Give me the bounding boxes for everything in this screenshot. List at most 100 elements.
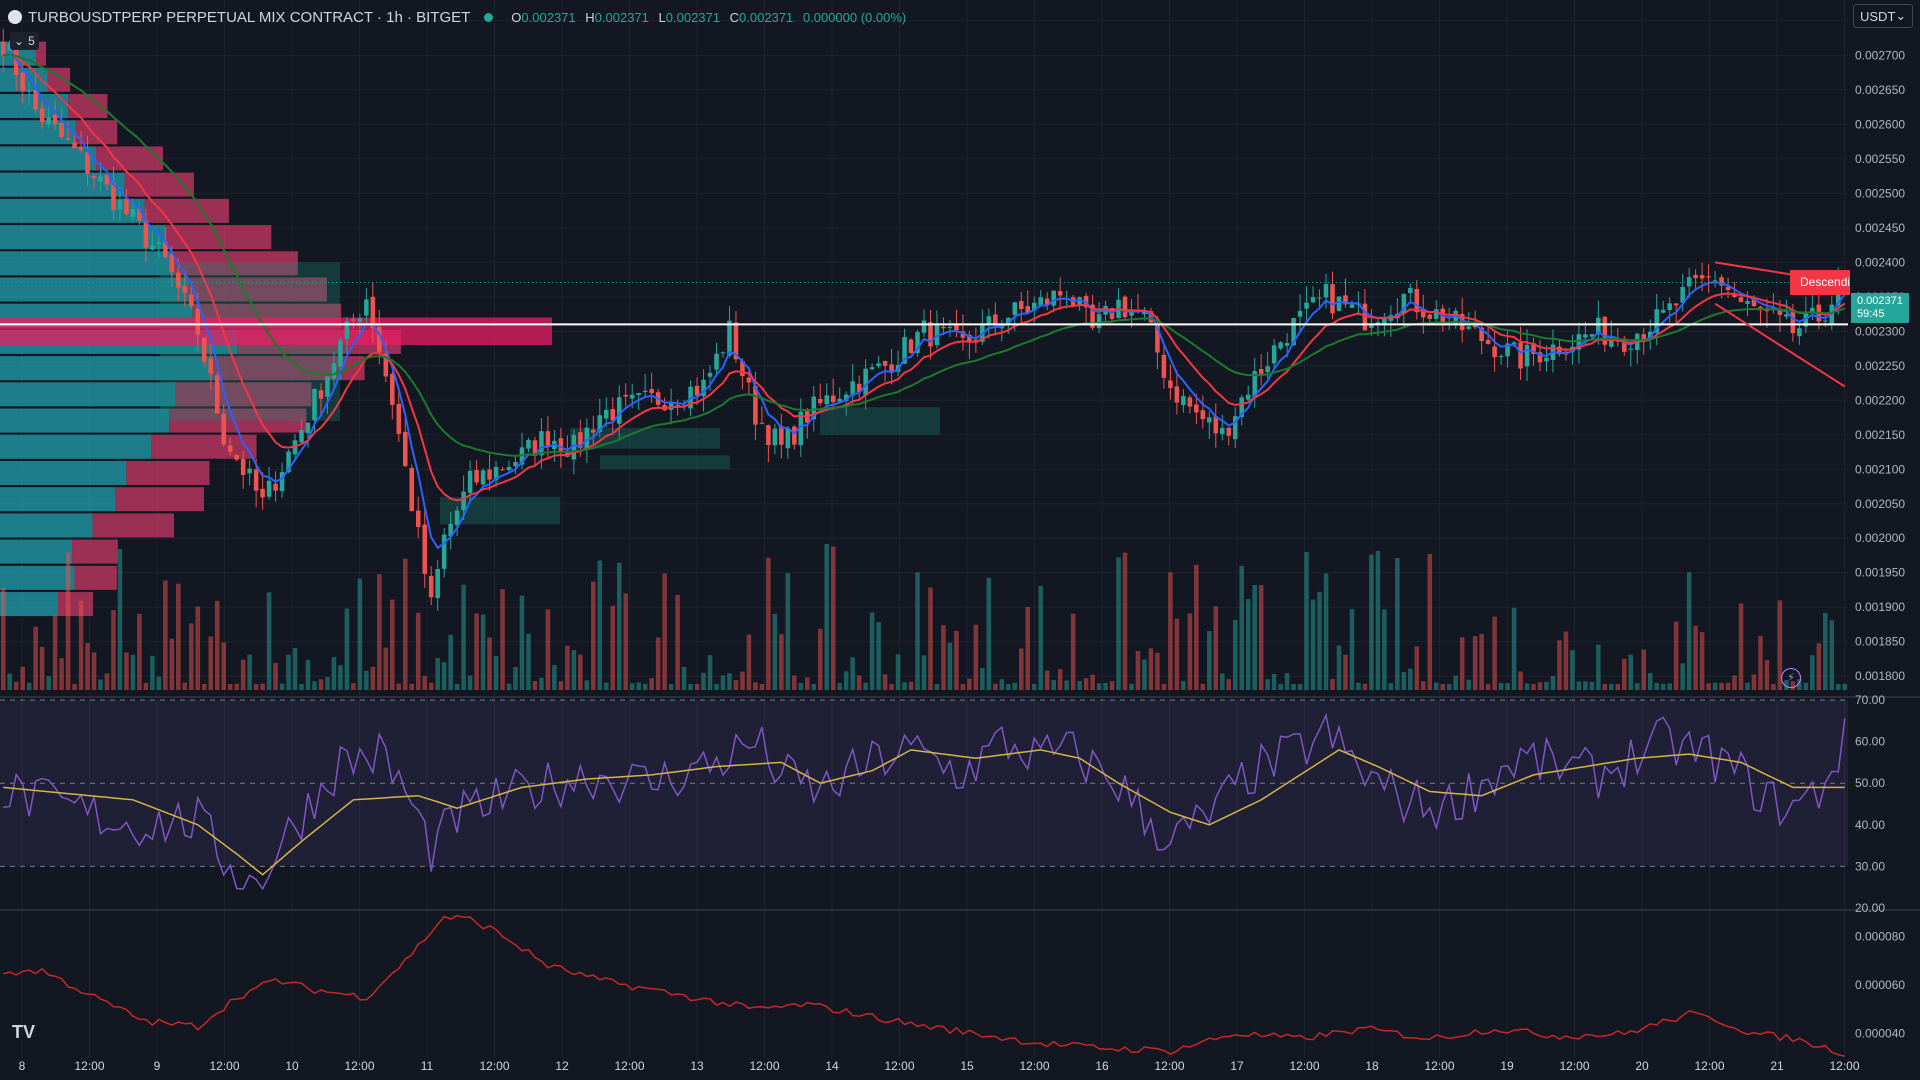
volume-bar [701,672,706,690]
candle [1680,287,1685,303]
volume-bar [1511,607,1517,690]
volume-bar [1401,672,1407,690]
volume-bar [1025,606,1031,690]
candle [720,352,726,354]
pattern-label[interactable]: Descending [1790,270,1850,295]
candle [189,294,194,307]
candle [227,445,233,452]
y-tick-label: 0.002600 [1855,117,1905,131]
volume-profile-bar-up [0,539,73,564]
candle [960,331,966,338]
volume-bar [655,637,661,690]
candle [714,353,719,370]
candle [753,385,758,425]
candle [260,488,265,498]
candle [1686,277,1692,287]
rsi-ma-line [3,749,1845,876]
volume-bar [467,675,473,690]
candle [299,430,304,443]
volume-bar [1369,554,1374,690]
x-tick-label: 13 [690,1059,704,1073]
candle [1168,380,1173,388]
x-tick-label: 12 [555,1059,569,1073]
candle [221,413,226,445]
volume-bar [623,593,628,690]
candle [1057,291,1063,296]
candle [1544,357,1549,362]
candle [941,326,946,329]
volume-bar [1544,681,1549,690]
volume-bar [604,682,609,690]
candle [1699,275,1705,279]
volume-bar [260,683,265,690]
volume-bar [1226,679,1232,690]
candle [487,469,492,480]
candle [1336,296,1342,311]
volume-profile-bar-down [36,41,47,66]
volume-bar [422,675,427,690]
volume-bar [1453,675,1458,690]
volume-bar [1505,683,1510,690]
volume-bar [1116,557,1121,690]
volume-bar [39,646,45,690]
volume-bar [104,673,110,690]
ema-fast-line [2,50,1846,550]
volume-bar [1518,671,1523,690]
volume-bar [318,679,324,690]
x-tick-label: 12:00 [479,1059,509,1073]
symbol-title[interactable]: TURBOUSDTPERP PERPETUAL MIX CONTRACT · 1… [28,8,471,26]
candle [1401,293,1407,314]
candle [817,398,823,404]
volume-bar [1628,654,1634,690]
candle [1751,298,1757,307]
candle [733,322,739,360]
candle [467,470,473,493]
volume-bar [1304,552,1309,690]
x-tick-label: 12:00 [209,1059,239,1073]
volume-bar [662,573,667,690]
candle [1207,417,1212,423]
candle [1472,325,1478,328]
candle [882,361,888,366]
candle [1194,404,1199,413]
volume-bar [1044,670,1050,690]
candle [947,326,953,328]
volume-bar [856,675,862,690]
volume-bar [837,683,842,690]
volume-bar [740,671,745,690]
candle [779,426,784,445]
lower-y-tick-label: 0.000080 [1855,929,1905,943]
symbol-logo-icon [8,10,22,24]
candle [928,322,933,347]
volume-bar [1310,599,1316,690]
indicators-toggle-button[interactable]: ⌄ 5 [10,32,39,50]
volume-bar [409,683,415,690]
last-price-tag: 0.002371 59:45 [1851,293,1909,323]
currency-select[interactable]: USDT ⌄ [1853,4,1913,28]
volume-bar [850,657,855,690]
volume-bar [292,648,298,690]
volume-bar [253,683,259,690]
volume-bar [571,650,577,690]
volume-bar [1466,679,1471,690]
candle [1265,366,1270,373]
volume-bar [1012,682,1018,690]
volume-bar [1634,683,1640,690]
volume-bar [1414,646,1420,690]
candle [111,182,116,210]
volume-bar [642,683,648,690]
candle [1129,310,1134,316]
bolt-icon[interactable]: ⚡ [1781,668,1801,688]
volume-bar [558,681,564,690]
x-tick-label: 12:00 [344,1059,374,1073]
volume-bar [474,613,479,690]
volume-profile-bar-down [92,513,174,538]
volume-bar [1433,682,1439,690]
volume-bar [532,681,538,690]
candle [649,389,654,394]
volume-bar [616,562,622,690]
volume-bar [1667,683,1672,690]
volume-bar [1395,558,1400,690]
candle [26,90,32,92]
